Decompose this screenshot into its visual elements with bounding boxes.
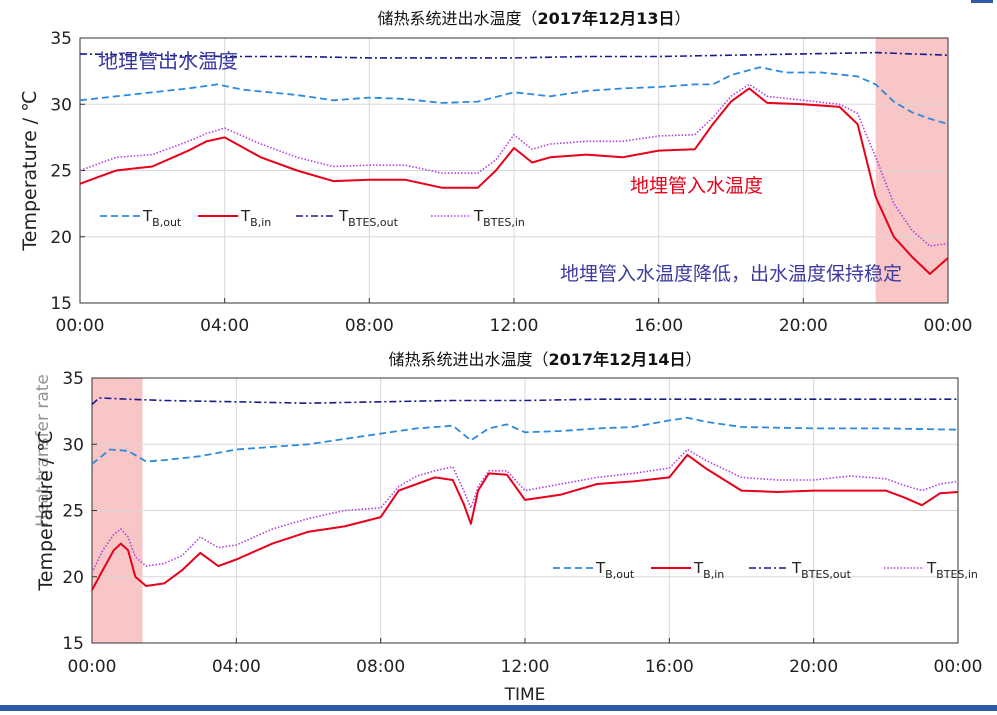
- y-tick-label: 15: [62, 634, 84, 654]
- legend-entry-label: TB,out: [142, 207, 182, 229]
- x-tick-label: 04:00: [212, 657, 261, 677]
- legend-entry-label: TBTES,out: [791, 559, 852, 581]
- chart-title: 储热系统进出水温度（2017年12月14日）: [388, 350, 701, 369]
- series-line-btes-out: [91, 397, 958, 406]
- y-tick-label: 15: [50, 294, 72, 314]
- chart-title-suffix: ）: [686, 350, 702, 369]
- series-line-b-out: [79, 66, 949, 125]
- chart-annotation: 地埋管入水温度: [630, 175, 763, 197]
- legend-entry-main: T: [338, 207, 349, 225]
- x-tick-label: 08:00: [356, 657, 405, 677]
- chart-title-date: 2017年12月14日: [548, 350, 685, 369]
- chart-annotation: 地理管出水温度: [98, 49, 238, 73]
- series-line-b-out: [91, 416, 959, 465]
- legend-entry-sub: BTES,in: [936, 568, 978, 581]
- y-tick-label: 35: [50, 29, 72, 49]
- x-tick-label: 00:00: [56, 316, 105, 336]
- legend-entry-label: TB,out: [595, 559, 635, 581]
- chart-panel-2: 15 20 25 30 35 00:00 04:00 08:00 12:00 16:00 20:00…: [33, 350, 983, 705]
- legend-entry-sub: B,in: [703, 568, 724, 581]
- legend: TB,out TB,in TBTES,out TBTES,in: [100, 207, 525, 229]
- chart-title-suffix: ）: [675, 9, 691, 28]
- chart-title-date: 2017年12月13日: [537, 9, 674, 28]
- y-tick-label: 25: [62, 502, 84, 522]
- legend-entry-main: T: [791, 559, 802, 577]
- x-tick-label: 16:00: [634, 316, 683, 336]
- chart-title-prefix: 储热系统进出水温度（: [377, 9, 537, 28]
- legend-entry-sub: B,in: [250, 216, 271, 229]
- y-tick-label: 25: [50, 162, 72, 182]
- legend-entry-main: T: [595, 559, 606, 577]
- y-tick-label: 30: [50, 95, 72, 115]
- legend-entry-sub: B,out: [152, 216, 182, 229]
- legend-entry-main: T: [693, 559, 704, 577]
- page-bottom-bar: [0, 705, 997, 711]
- legend-entry-main: T: [142, 207, 153, 225]
- legend-entry-sub: BTES,out: [348, 216, 398, 229]
- x-tick-label: 20:00: [789, 657, 838, 677]
- legend-entry-sub: BTES,out: [801, 568, 851, 581]
- chart-annotation: 地埋管入水温度降低，出水温度保持稳定: [560, 263, 902, 285]
- series-line-b-in: [79, 87, 949, 275]
- legend-entry-label: TBTES,out: [338, 207, 399, 229]
- x-axis-label: TIME: [504, 685, 546, 705]
- legend-entry-label: TBTES,in: [926, 559, 978, 581]
- legend-entry-label: TB,in: [693, 559, 724, 581]
- page-corner-mark: [971, 0, 993, 3]
- y-axis-label: Temperature / ℃: [19, 90, 41, 251]
- chart-title-prefix: 储热系统进出水温度（: [388, 350, 548, 369]
- legend: TB,out TB,in TBTES,out TBTES,in: [553, 559, 978, 581]
- y-axis-ghost-label: Heat transfer rate: [33, 374, 53, 527]
- legend-entry-label: TBTES,in: [473, 207, 525, 229]
- x-tick-label: 00:00: [924, 316, 973, 336]
- x-tick-label: 16:00: [645, 657, 694, 677]
- y-tick-label: 35: [62, 369, 84, 389]
- y-tick-label: 20: [62, 568, 84, 588]
- x-tick-label: 04:00: [200, 316, 249, 336]
- legend-entry-sub: BTES,in: [483, 216, 525, 229]
- x-tick-label: 00:00: [68, 657, 117, 677]
- series-line-b-in: [91, 453, 959, 591]
- chart-panel-1: 15 20 25 30 35 00:00 04:00 08:00 12:00 16:00 20:00…: [19, 9, 973, 336]
- legend-entry-main: T: [240, 207, 251, 225]
- y-axis-label: Temperature / ℃: [35, 430, 57, 591]
- x-tick-label: 00:00: [934, 657, 983, 677]
- legend-entry-label: TB,in: [240, 207, 271, 229]
- x-tick-label: 12:00: [501, 657, 550, 677]
- series-line-btes-out: [79, 51, 949, 59]
- legend-entry-main: T: [926, 559, 937, 577]
- legend-entry-main: T: [473, 207, 484, 225]
- chart-title: 储热系统进出水温度（2017年12月13日）: [377, 9, 690, 28]
- x-tick-label: 12:00: [490, 316, 539, 336]
- y-tick-label: 20: [50, 228, 72, 248]
- series-line-btes-in: [79, 83, 949, 247]
- x-tick-label: 08:00: [345, 316, 394, 336]
- y-tick-label: 30: [62, 435, 84, 455]
- legend-entry-sub: B,out: [605, 568, 635, 581]
- x-tick-label: 20:00: [779, 316, 828, 336]
